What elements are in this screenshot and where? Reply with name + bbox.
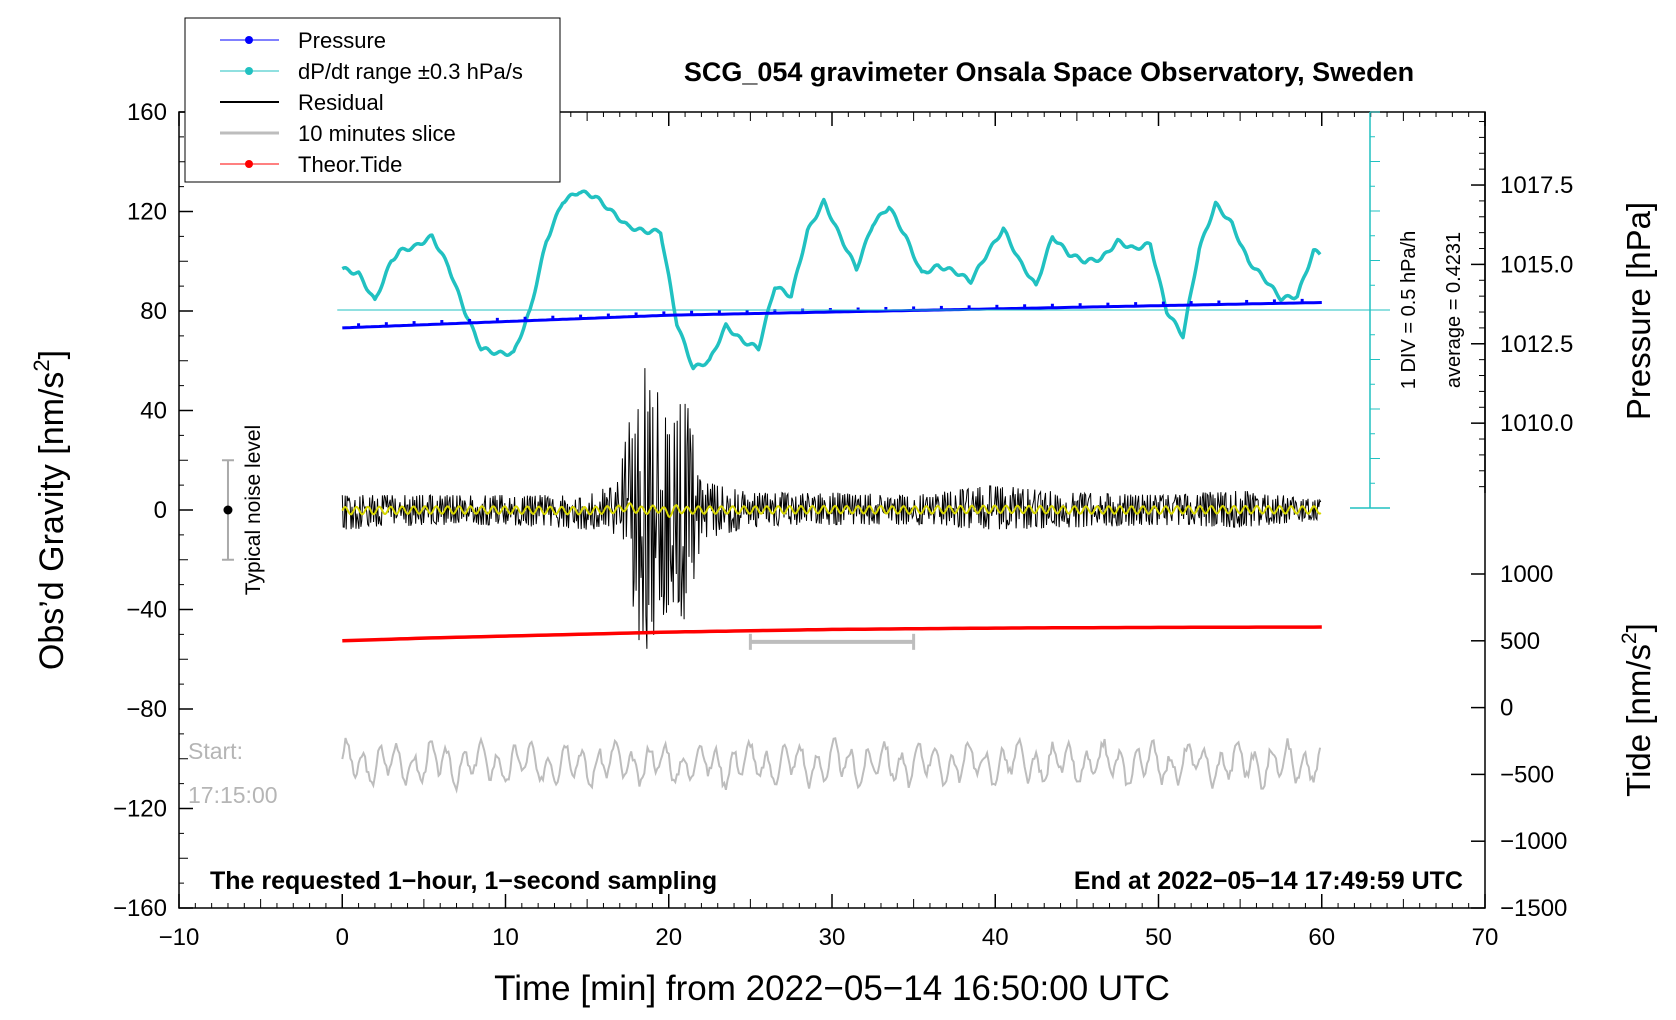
x-tick-label: 60 [1308,924,1335,951]
chart-title: SCG_054 gravimeter Onsala Space Observat… [684,57,1414,87]
tide-axis-label: Tide [nm/s2] [1618,623,1657,797]
tide-tick-label: −500 [1500,761,1554,788]
dpdt-line [341,189,1322,371]
x-tick-label: 0 [336,924,349,951]
x-tick-label: 10 [492,924,519,951]
pressure-point [690,310,694,315]
pressure-point [801,308,805,313]
legend-label-residual: Residual [298,90,384,115]
x-tick-label: 50 [1145,924,1172,951]
legend-label-slice: 10 minutes slice [298,121,456,146]
pressure-point [468,318,472,323]
pressure-tick-label: 1015.0 [1500,251,1573,278]
y-axis-label-left: Obs’d Gravity [nm/s2] [29,350,71,670]
y-tick-label: −120 [113,796,167,823]
pressure-point [1272,299,1276,304]
div-note: 1 DIV = 0.5 hPa/h [1398,231,1420,389]
pressure-point [1078,303,1082,308]
legend: Pressure dP/dt range ±0.3 hPa/s Residual… [184,17,561,183]
pressure-point [606,313,610,318]
noise-center-dot [223,505,233,515]
pressure-point [579,314,583,319]
tide-tick-label: −1500 [1500,895,1567,922]
slice-line [341,736,1322,794]
x-tick-label: 20 [655,924,682,951]
pressure-point [967,305,971,310]
pressure-point [1106,302,1110,307]
legend-box [184,17,561,183]
pressure-point [884,306,888,311]
pressure-point [662,311,666,316]
start-time-label: 17:15:00 [188,782,278,808]
axis-ticks: −10 0 10 20 30 40 50 60 70 160 120 80 40 0 −40 −80 −120 −… [113,99,1498,951]
y-tick-label: −160 [113,895,167,922]
x-tick-label: 30 [819,924,846,951]
pressure-point [1245,299,1249,304]
start-label: Start: [188,738,243,764]
data-series [221,189,1322,794]
tide-tick-label: −1000 [1500,828,1567,855]
pressure-point [523,316,527,321]
legend-marker-tide [245,160,253,168]
y-tick-label: 40 [140,398,167,425]
x-tick-label: −10 [159,924,200,951]
legend-marker-pressure [245,36,253,44]
tide-line [342,625,1322,643]
x-axis-label: Time [min] from 2022−05−14 16:50:00 UTC [494,969,1170,1008]
pressure-point [745,309,749,314]
tide-tick-label: 0 [1500,695,1513,722]
legend-label-pressure: Pressure [298,28,386,53]
x-tick-label: 70 [1472,924,1499,951]
pressure-point [1217,300,1221,305]
y-tick-label: 120 [127,199,167,226]
pressure-point [773,309,777,314]
residual-line [341,368,1322,649]
average-note: average = 0.4231 [1443,232,1465,388]
pressure-point [495,317,499,322]
pressure-point [357,323,361,328]
tide-tick-label: 500 [1500,628,1540,655]
pressure-point [1134,302,1138,307]
residual-smooth-line [341,502,1322,519]
pressure-tick-label: 1017.5 [1500,172,1573,199]
pressure-point [412,321,416,326]
legend-label-tide: Theor.Tide [298,152,402,177]
pressure-point [634,312,638,317]
pressure-point [1023,304,1027,309]
pressure-point [939,305,943,310]
pressure-point [1050,303,1054,308]
pressure-point [384,322,388,327]
tide-tick-label: 1000 [1500,561,1553,588]
y-tick-label: −80 [126,696,167,723]
y-tick-label: 160 [127,99,167,126]
pressure-point [551,315,555,320]
pressure-line [342,301,1322,330]
pressure-axis-label: Pressure [hPa] [1620,202,1657,420]
pressure-point [995,304,999,309]
legend-label-dpdt: dP/dt range ±0.3 hPa/s [298,59,523,84]
y-tick-label: 0 [154,497,167,524]
pressure-tick-label: 1010.0 [1500,410,1573,437]
pressure-point [1189,301,1193,306]
pressure-point [440,320,444,325]
right-axes: 1017.5 1015.0 1012.5 1010.0 1000 500 0 −500 −100… [337,111,1573,922]
pressure-point [912,306,916,311]
sampling-note: The requested 1−hour, 1−second sampling [210,867,717,895]
pressure-point [1161,301,1165,306]
legend-marker-dpdt [245,67,253,75]
pressure-point [1300,298,1304,303]
x-tick-label: 40 [982,924,1009,951]
noise-label: Typical noise level [242,425,265,595]
end-note: End at 2022−05−14 17:49:59 UTC [1074,867,1463,895]
pressure-tick-label: 1012.5 [1500,331,1573,358]
y-tick-label: −40 [126,597,167,624]
y-tick-label: 80 [140,298,167,325]
pressure-point [717,310,721,315]
